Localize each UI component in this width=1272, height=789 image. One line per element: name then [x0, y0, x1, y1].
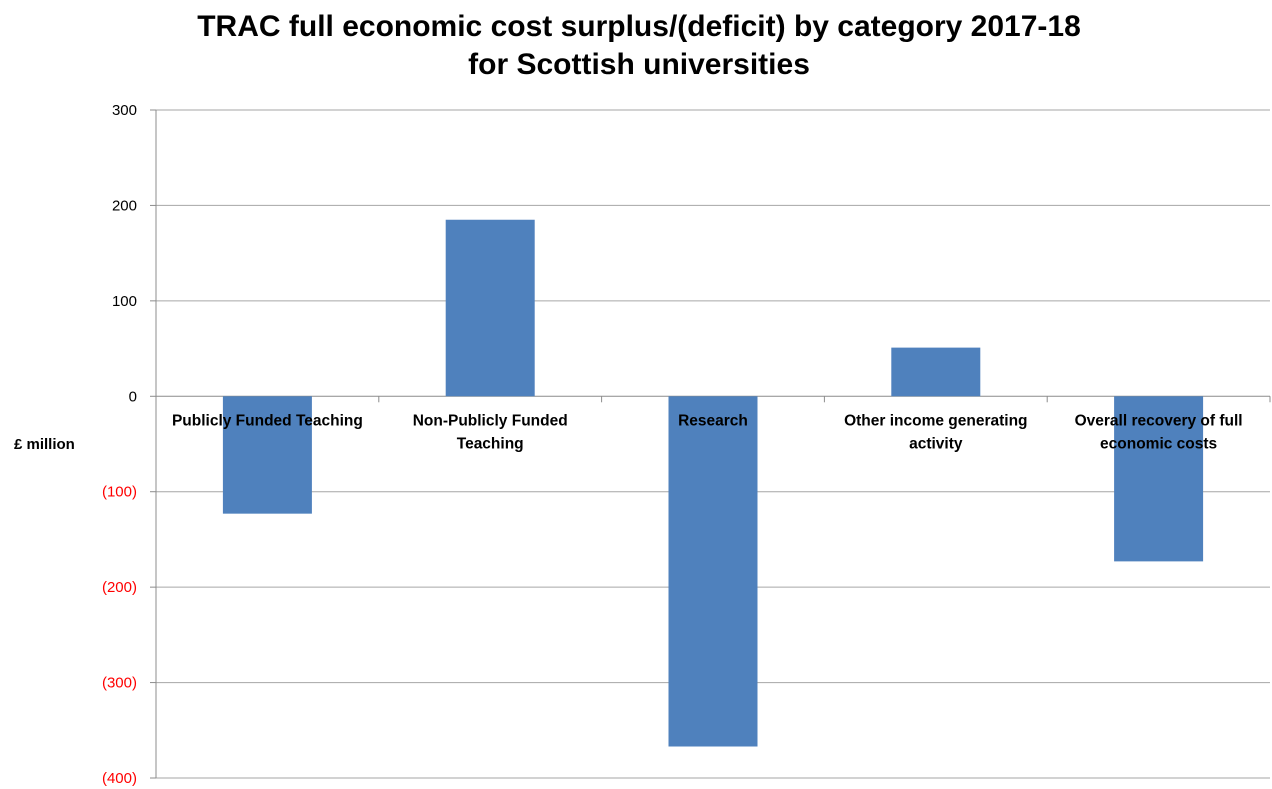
y-tick-label: (100)	[102, 484, 137, 501]
y-tick-label: 0	[129, 388, 137, 405]
y-tick-label: (300)	[102, 675, 137, 692]
category-label: Overall recovery of full	[1075, 412, 1243, 429]
category-label: Other income generating	[844, 412, 1027, 429]
bar	[222, 396, 312, 514]
category-label: Non-Publicly Funded	[413, 412, 568, 429]
bar	[445, 219, 535, 397]
y-tick-label: 300	[112, 102, 137, 119]
bar	[1114, 396, 1204, 562]
category-label: activity	[909, 435, 963, 452]
category-label: Teaching	[457, 435, 524, 452]
category-label: economic costs	[1100, 435, 1217, 452]
chart-title-line-1: TRAC full economic cost surplus/(deficit…	[197, 10, 1081, 43]
y-tick-label: (400)	[102, 770, 137, 787]
y-axis-label: £ million	[14, 436, 75, 453]
category-label: Publicly Funded Teaching	[172, 412, 363, 429]
bar	[668, 396, 758, 747]
bar	[891, 347, 981, 397]
chart-title: TRAC full economic cost surplus/(deficit…	[0, 8, 1272, 84]
category-label: Research	[678, 412, 748, 429]
y-tick-label: 100	[112, 293, 137, 310]
y-tick-label: 200	[112, 197, 137, 214]
chart-title-line-2: for Scottish universities	[468, 48, 810, 81]
y-tick-label: (200)	[102, 579, 137, 596]
